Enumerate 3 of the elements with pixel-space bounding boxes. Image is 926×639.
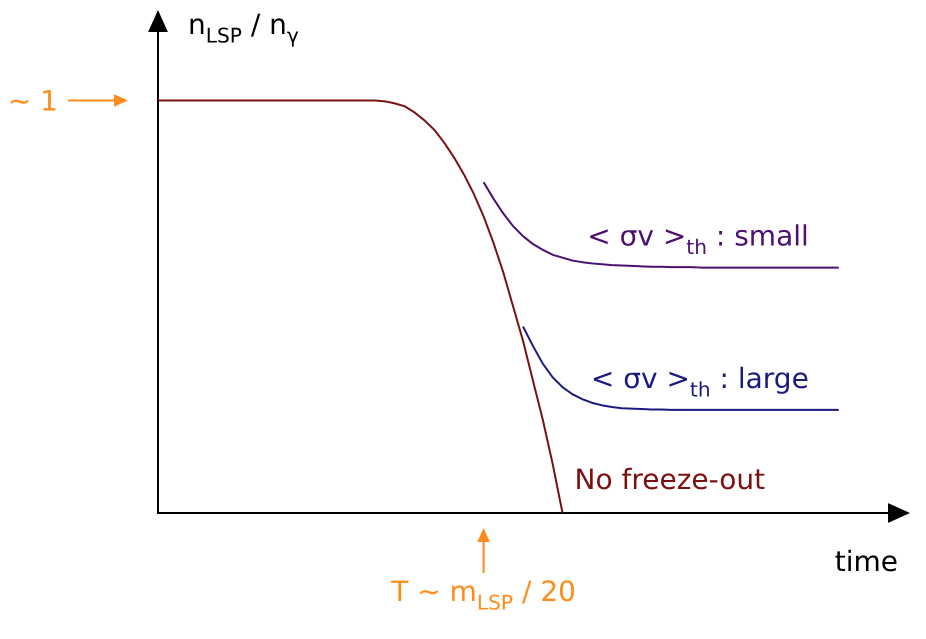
text: ~ 1 xyxy=(8,84,58,118)
series-label: No freeze-out xyxy=(574,463,766,496)
x-axis-title: time xyxy=(834,545,898,578)
